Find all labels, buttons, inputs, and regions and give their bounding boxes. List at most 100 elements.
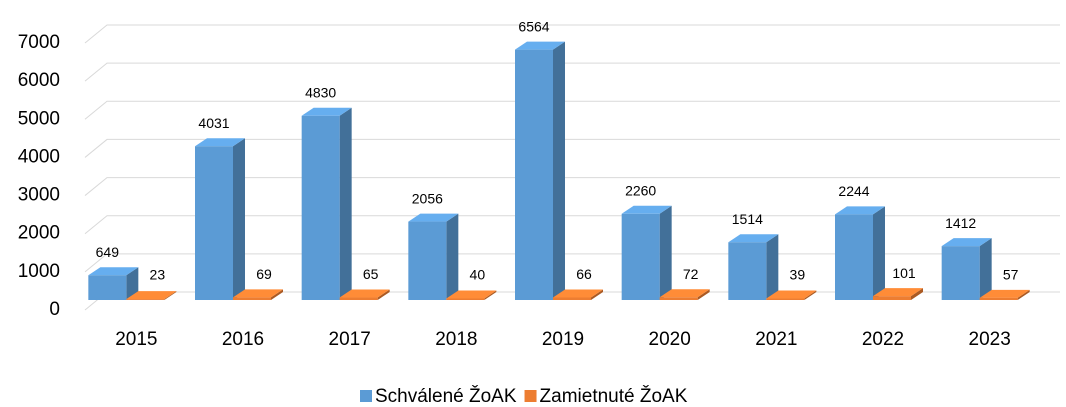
- x-tick-label: 2019: [542, 329, 584, 350]
- bar-top: [195, 138, 245, 147]
- data-label: 66: [576, 266, 592, 282]
- x-tick-label: 2015: [115, 329, 157, 350]
- bar: [979, 289, 1030, 300]
- bar-top: [979, 289, 1030, 298]
- bar-top: [515, 41, 565, 50]
- bar-front: [873, 296, 911, 300]
- bar-side: [164, 291, 177, 300]
- bar-front: [621, 213, 660, 300]
- y-tick-label: 5000: [18, 108, 60, 129]
- bar-side: [766, 234, 779, 300]
- bar-front: [88, 275, 127, 300]
- bar-top: [339, 289, 390, 298]
- bar-side: [911, 288, 923, 300]
- x-tick-label: 2017: [329, 329, 371, 350]
- bar-top: [766, 290, 817, 299]
- bar: [408, 213, 459, 300]
- bar-front: [233, 297, 271, 300]
- x-tick-label: 2016: [222, 329, 264, 350]
- grid-line: [84, 62, 1060, 82]
- y-tick-label: 7000: [18, 32, 60, 53]
- bar: [233, 289, 283, 300]
- grid-line: [84, 100, 1060, 120]
- bar: [553, 289, 603, 300]
- x-tick-label: 2021: [755, 329, 797, 350]
- bar-top: [233, 289, 283, 298]
- bar: [873, 288, 923, 300]
- bar-front: [195, 146, 233, 300]
- bar: [766, 290, 817, 300]
- bar-top: [941, 238, 992, 247]
- bar: [126, 291, 177, 300]
- data-label: 6564: [518, 18, 549, 34]
- x-tick-label: 2022: [862, 329, 904, 350]
- data-label: 39: [790, 267, 806, 283]
- y-tick-label: 4000: [18, 146, 60, 167]
- x-tick-label: 2023: [969, 329, 1011, 350]
- bar: [941, 238, 992, 300]
- bar: [195, 138, 245, 300]
- data-label: 4830: [305, 84, 336, 100]
- y-tick-label: 0: [49, 299, 60, 320]
- data-label: 57: [1003, 267, 1019, 283]
- grid-line: [84, 215, 1060, 235]
- bar-side: [553, 41, 565, 301]
- bar-side: [804, 290, 817, 300]
- bar-side: [591, 289, 603, 300]
- x-tick-label: 2020: [649, 329, 691, 350]
- y-tick-label: 6000: [18, 70, 60, 91]
- bar: [728, 234, 779, 300]
- bar-top: [301, 107, 352, 116]
- legend-swatch: [524, 390, 537, 402]
- bar-top: [88, 267, 139, 276]
- data-label: 2056: [412, 190, 443, 206]
- bar: [515, 41, 565, 301]
- data-label: 1514: [732, 211, 763, 227]
- bar: [301, 107, 352, 301]
- bar-side: [697, 289, 710, 300]
- bar-side: [446, 213, 459, 300]
- bar-top: [126, 291, 177, 300]
- bar-top: [728, 234, 779, 243]
- x-tick-label: 2018: [435, 329, 477, 350]
- bar-side: [979, 238, 992, 300]
- bar-top: [659, 289, 710, 298]
- bar-side: [339, 107, 352, 301]
- y-tick-label: 1000: [18, 261, 60, 282]
- bar-front: [301, 115, 340, 301]
- legend-label: Zamietnuté ŽoAK: [540, 385, 688, 407]
- data-label: 23: [150, 267, 166, 283]
- bar-front: [835, 214, 873, 300]
- bar-front: [408, 221, 447, 300]
- grid-line: [84, 24, 1060, 44]
- data-label: 69: [256, 266, 272, 282]
- bar-front: [728, 242, 767, 300]
- data-label: 4031: [198, 115, 229, 131]
- bar-side: [233, 138, 245, 300]
- data-label: 2260: [625, 183, 656, 199]
- bar: [659, 289, 710, 300]
- bar-front: [766, 298, 805, 300]
- bar-top: [873, 288, 923, 297]
- bar-front: [446, 298, 485, 300]
- bar-front: [979, 297, 1018, 300]
- bar-front: [515, 49, 553, 301]
- bar-front: [659, 297, 698, 300]
- grid-line: [84, 138, 1060, 158]
- bar: [835, 206, 885, 300]
- bar-front: [339, 297, 378, 300]
- bar-top: [621, 205, 672, 214]
- data-label: 40: [470, 267, 486, 283]
- bar-top: [408, 213, 459, 222]
- bar-front: [941, 246, 980, 300]
- data-label: 72: [683, 266, 699, 282]
- bar-front: [553, 297, 591, 300]
- y-tick-label: 2000: [18, 223, 60, 244]
- bar-top: [446, 290, 497, 299]
- bar: [446, 290, 497, 300]
- bar-front: [126, 299, 165, 300]
- grid-line: [84, 177, 1060, 196]
- bar-side: [873, 206, 885, 300]
- bar: [88, 267, 139, 300]
